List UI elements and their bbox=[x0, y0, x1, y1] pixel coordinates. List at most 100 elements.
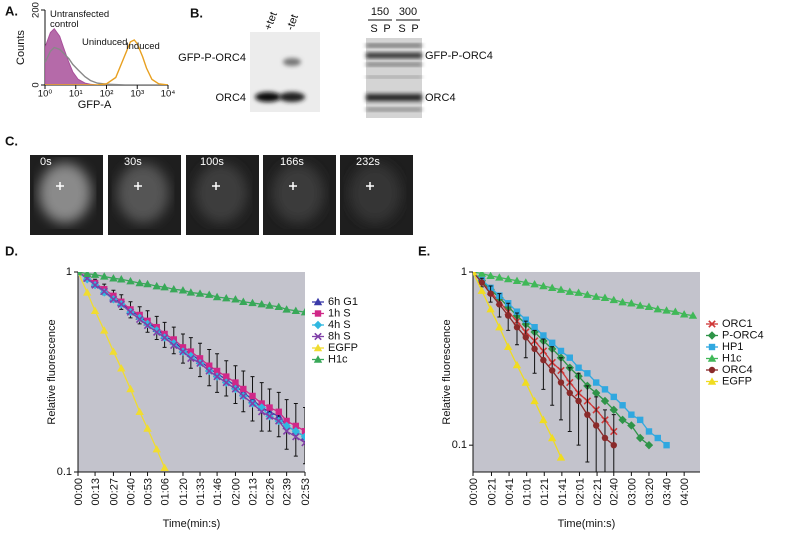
marker bbox=[212, 292, 222, 301]
x-tick-label: 02:26 bbox=[264, 478, 276, 506]
marker bbox=[109, 295, 118, 304]
marker bbox=[170, 341, 178, 350]
marker bbox=[530, 280, 539, 288]
band-label: GFP-P-ORC4 bbox=[425, 50, 493, 62]
marker bbox=[248, 298, 257, 307]
x-tick-label: 01:20 bbox=[178, 478, 190, 506]
marker bbox=[143, 424, 152, 432]
marker bbox=[152, 326, 161, 335]
marker bbox=[513, 308, 521, 315]
marker bbox=[109, 347, 118, 355]
marker bbox=[126, 308, 135, 316]
marker bbox=[522, 316, 529, 323]
plot-content bbox=[78, 272, 305, 471]
error-bar bbox=[303, 407, 305, 465]
marker bbox=[557, 379, 565, 386]
marker bbox=[503, 342, 513, 350]
marker bbox=[239, 297, 248, 305]
marker bbox=[213, 367, 221, 375]
marker bbox=[610, 393, 617, 401]
error-bar bbox=[594, 396, 599, 472]
marker bbox=[486, 304, 495, 313]
x-tick-label: 02:53 bbox=[300, 478, 312, 506]
marker bbox=[292, 433, 300, 441]
marker bbox=[671, 307, 680, 315]
marker bbox=[292, 422, 300, 430]
band-label: ORC4 bbox=[425, 92, 456, 104]
x-tick-label: 10² bbox=[100, 89, 114, 100]
x-tick-label: 02:00 bbox=[230, 478, 242, 506]
x-axis-label: GFP-A bbox=[78, 99, 112, 111]
marker bbox=[179, 347, 187, 356]
marker bbox=[504, 312, 512, 319]
marker bbox=[557, 347, 565, 355]
marker bbox=[240, 385, 247, 393]
x-tick-label: 02:40 bbox=[609, 478, 621, 506]
marker bbox=[688, 311, 698, 319]
x-tick-label: 04:00 bbox=[679, 478, 691, 506]
x-tick-label: 02:13 bbox=[247, 478, 259, 506]
x-tick-label: 01:21 bbox=[539, 478, 551, 506]
marker bbox=[540, 356, 547, 364]
x-tick-label: 00:41 bbox=[504, 478, 516, 506]
marker bbox=[566, 389, 573, 397]
marker bbox=[530, 396, 539, 405]
marker bbox=[169, 285, 178, 293]
marker bbox=[521, 278, 530, 286]
marker bbox=[186, 288, 196, 296]
legend-marker bbox=[313, 343, 323, 352]
x-tick-label: 03:20 bbox=[644, 478, 656, 506]
marker bbox=[91, 281, 99, 289]
x-tick-label: 10⁰ bbox=[38, 89, 53, 100]
x-tick-label: 00:53 bbox=[142, 478, 154, 506]
marker bbox=[663, 441, 670, 449]
legend-marker bbox=[314, 310, 322, 317]
marker bbox=[565, 287, 574, 295]
marker bbox=[239, 392, 248, 400]
marker bbox=[496, 301, 503, 308]
marker bbox=[178, 286, 188, 294]
marker bbox=[143, 321, 152, 330]
marker bbox=[100, 287, 109, 296]
marker bbox=[117, 300, 126, 308]
marker bbox=[583, 290, 592, 298]
marker bbox=[477, 286, 486, 294]
marker bbox=[609, 295, 618, 304]
fraction-label: S bbox=[370, 23, 377, 35]
axis-line bbox=[77, 272, 305, 473]
error-bar bbox=[567, 367, 572, 432]
marker bbox=[213, 372, 221, 381]
x-tick-label: 00:40 bbox=[125, 478, 137, 506]
y-tick-label: 1 bbox=[461, 266, 467, 278]
marker bbox=[187, 354, 195, 363]
marker bbox=[195, 289, 205, 297]
x-tick-label: 01:41 bbox=[557, 478, 569, 506]
marker bbox=[495, 323, 504, 331]
marker bbox=[503, 274, 513, 283]
fraction-label: S bbox=[398, 23, 405, 35]
legend-label: ORC1 bbox=[722, 318, 753, 330]
concentration-label: 150 bbox=[371, 6, 389, 18]
marker bbox=[109, 274, 118, 282]
legend-label: 1h S bbox=[328, 307, 351, 319]
marker bbox=[257, 408, 266, 416]
time-label: 166s bbox=[280, 156, 304, 168]
x-tick-label: 01:06 bbox=[160, 478, 172, 506]
marker bbox=[266, 404, 273, 411]
marker bbox=[512, 360, 522, 369]
marker bbox=[575, 397, 582, 405]
marker bbox=[618, 415, 627, 425]
marker bbox=[160, 333, 169, 342]
time-label: 0s bbox=[40, 156, 52, 168]
marker bbox=[645, 428, 653, 435]
marker bbox=[196, 359, 204, 367]
legend-label: P-ORC4 bbox=[722, 329, 764, 341]
marker bbox=[82, 288, 92, 296]
marker bbox=[222, 378, 231, 387]
marker bbox=[654, 434, 661, 442]
marker bbox=[169, 339, 178, 348]
x-tick-label: 00:13 bbox=[90, 478, 102, 506]
fraction-label: P bbox=[383, 23, 390, 35]
marker bbox=[628, 411, 635, 418]
marker bbox=[584, 411, 591, 418]
